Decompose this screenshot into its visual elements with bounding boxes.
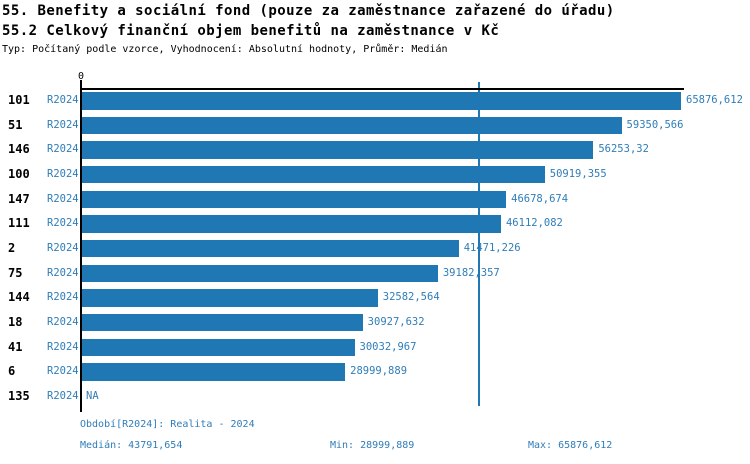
chart-row: 51 R2024 59350,566 (0, 115, 750, 140)
bar-value-label: 39182,357 (442, 266, 500, 279)
bar-value-label: 50919,355 (549, 167, 607, 180)
bar[interactable] (81, 116, 622, 135)
report-title: 55. Benefity a sociální fond (pouze za z… (2, 3, 615, 19)
chart-row: 100 R2024 50919,355 (0, 164, 750, 189)
row-period-label: R2024 (47, 217, 79, 230)
bar-value-label: 30927,632 (367, 315, 425, 328)
y-axis-line (80, 80, 82, 412)
row-period-label: R2024 (47, 167, 79, 180)
row-category-label: 100 (8, 166, 30, 181)
bar-value-label: 59350,566 (626, 118, 684, 131)
bar[interactable] (81, 141, 594, 159)
x-axis-line (80, 88, 684, 90)
row-category-label: 6 (8, 364, 16, 379)
row-period-label: R2024 (47, 143, 79, 156)
bar-value-label: 32582,564 (382, 291, 440, 304)
chart-row: 101 R2024 65876,612 (0, 90, 750, 115)
chart-rows: 101 R2024 65876,612 51 R2024 59350,566 146 R202… (0, 90, 750, 412)
bar-value-label: NA (86, 389, 99, 402)
x-axis-zero-tick-label: 0 (77, 71, 85, 82)
row-category-label: 101 (8, 93, 30, 107)
chart-row: 2 R2024 41471,226 (0, 238, 750, 263)
chart-row: 146 R2024 56253,32 (0, 139, 750, 164)
bar[interactable] (81, 289, 378, 307)
row-period-label: R2024 (47, 340, 79, 353)
row-period-label: R2024 (47, 365, 79, 378)
row-category-label: 111 (8, 216, 30, 231)
indicator-title: 55.2 Celkový finanční objem benefitů na … (2, 23, 500, 39)
bar[interactable] (81, 165, 545, 184)
bar[interactable] (81, 239, 459, 258)
indicator-subtitle: Typ: Počítaný podle vzorce, Vyhodnocení:… (2, 44, 448, 55)
row-category-label: 2 (8, 240, 16, 255)
row-period-label: R2024 (47, 94, 79, 106)
chart-row: 75 R2024 39182,357 (0, 263, 750, 288)
row-period-label: R2024 (47, 389, 79, 402)
footer-period-label: Období[R2024]: Realita - 2024 (80, 419, 255, 430)
bar-value-label: 65876,612 (686, 94, 743, 106)
chart-row: 111 R2024 46112,082 (0, 213, 750, 238)
row-category-label: 146 (8, 142, 30, 157)
chart-row: 144 R2024 32582,564 (0, 287, 750, 312)
bar[interactable] (81, 264, 438, 283)
chart-row: 147 R2024 46678,674 (0, 189, 750, 214)
bar-value-label: 28999,889 (350, 365, 408, 378)
row-period-label: R2024 (47, 192, 79, 205)
chart-row: 6 R2024 28999,889 (0, 361, 750, 386)
footer-max-label: Max: 65876,612 (528, 440, 613, 451)
row-category-label: 51 (8, 117, 23, 132)
bar[interactable] (81, 313, 363, 332)
row-category-label: 135 (8, 388, 30, 403)
row-category-label: 75 (8, 265, 23, 280)
footer-median-label: Medián: 43791,654 (80, 440, 183, 451)
row-period-label: R2024 (47, 315, 79, 328)
row-category-label: 144 (8, 290, 30, 305)
chart-row: 135 R2024 NA (0, 386, 750, 411)
bar[interactable] (81, 92, 681, 110)
row-period-label: R2024 (47, 266, 79, 279)
bar-value-label: 41471,226 (463, 241, 521, 254)
bar-value-label: 30032,967 (359, 340, 417, 353)
bar-value-label: 46678,674 (511, 192, 569, 205)
row-period-label: R2024 (47, 118, 79, 131)
bar[interactable] (81, 338, 355, 356)
chart-row: 41 R2024 30032,967 (0, 337, 750, 362)
bar[interactable] (81, 363, 346, 381)
row-period-label: R2024 (47, 291, 79, 304)
footer-min-label: Min: 28999,889 (330, 440, 415, 451)
row-category-label: 147 (8, 191, 30, 206)
bar[interactable] (81, 215, 501, 233)
row-category-label: 18 (8, 314, 23, 329)
row-period-label: R2024 (47, 241, 79, 254)
row-category-label: 41 (8, 339, 23, 354)
bar-value-label: 56253,32 (598, 143, 649, 156)
bar[interactable] (81, 190, 507, 209)
bar-value-label: 46112,082 (505, 217, 563, 230)
median-reference-line (478, 82, 480, 406)
chart-row: 18 R2024 30927,632 (0, 312, 750, 337)
